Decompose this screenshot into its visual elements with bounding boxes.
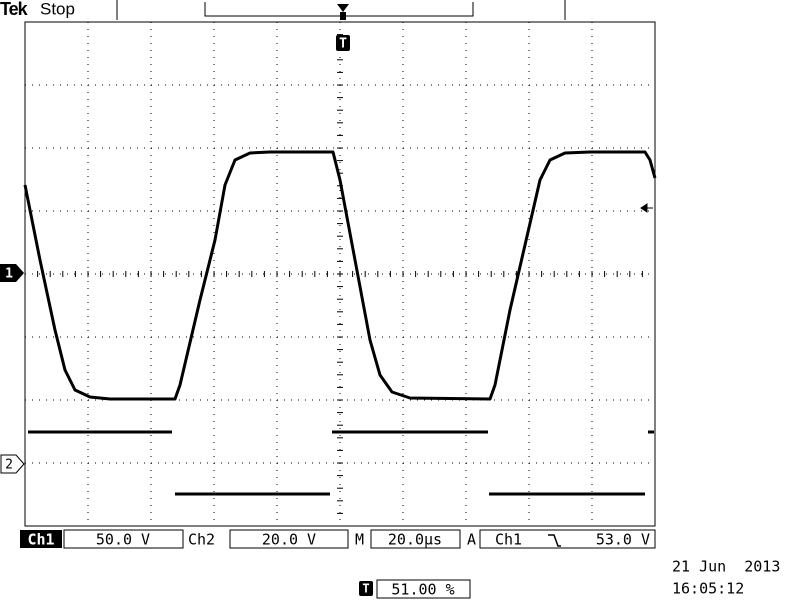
channel1-waveform	[23, 150, 657, 401]
ch1-scale-box	[63, 529, 184, 549]
trigger-source: Ch1	[495, 531, 522, 549]
trigger-level-marker	[640, 203, 653, 213]
time: 16:05:12	[672, 580, 744, 598]
channel2-marker-label: 2	[5, 458, 13, 473]
trigger-marker-label: T	[339, 37, 347, 52]
record-bracket	[204, 2, 474, 17]
trigger-box	[479, 529, 656, 549]
channel1-marker-label: 1	[5, 267, 13, 282]
ch2-scale-box	[229, 529, 349, 549]
ch2-scale: 20.0 V	[262, 531, 316, 549]
trigger-label: A	[467, 531, 476, 549]
time-scale: 20.0µs	[388, 531, 442, 549]
ch2-label: Ch2	[188, 531, 215, 549]
trigger-position-icon	[359, 581, 373, 596]
trigger-position-box	[376, 579, 471, 599]
trigger-level: 53.0 V	[596, 531, 650, 549]
time-scale-box	[370, 529, 461, 549]
graticule	[24, 21, 656, 527]
record-position	[337, 4, 349, 20]
trigger-position-icon-label: T	[362, 582, 369, 596]
ch1-label: Ch1	[27, 531, 54, 549]
channel2-marker	[0, 454, 25, 474]
trigger-slope-icon	[548, 534, 561, 547]
ch1-label-box	[20, 530, 62, 548]
date: 21 Jun 2013	[672, 558, 780, 576]
ch1-scale: 50.0 V	[96, 531, 150, 549]
channel1-marker	[0, 264, 24, 282]
trigger-position: 51.00 %	[391, 581, 454, 599]
time-label: M	[355, 531, 364, 549]
acquisition-status: Stop	[40, 0, 75, 18]
trigger-marker	[336, 35, 350, 51]
brand: Tek	[0, 0, 29, 19]
